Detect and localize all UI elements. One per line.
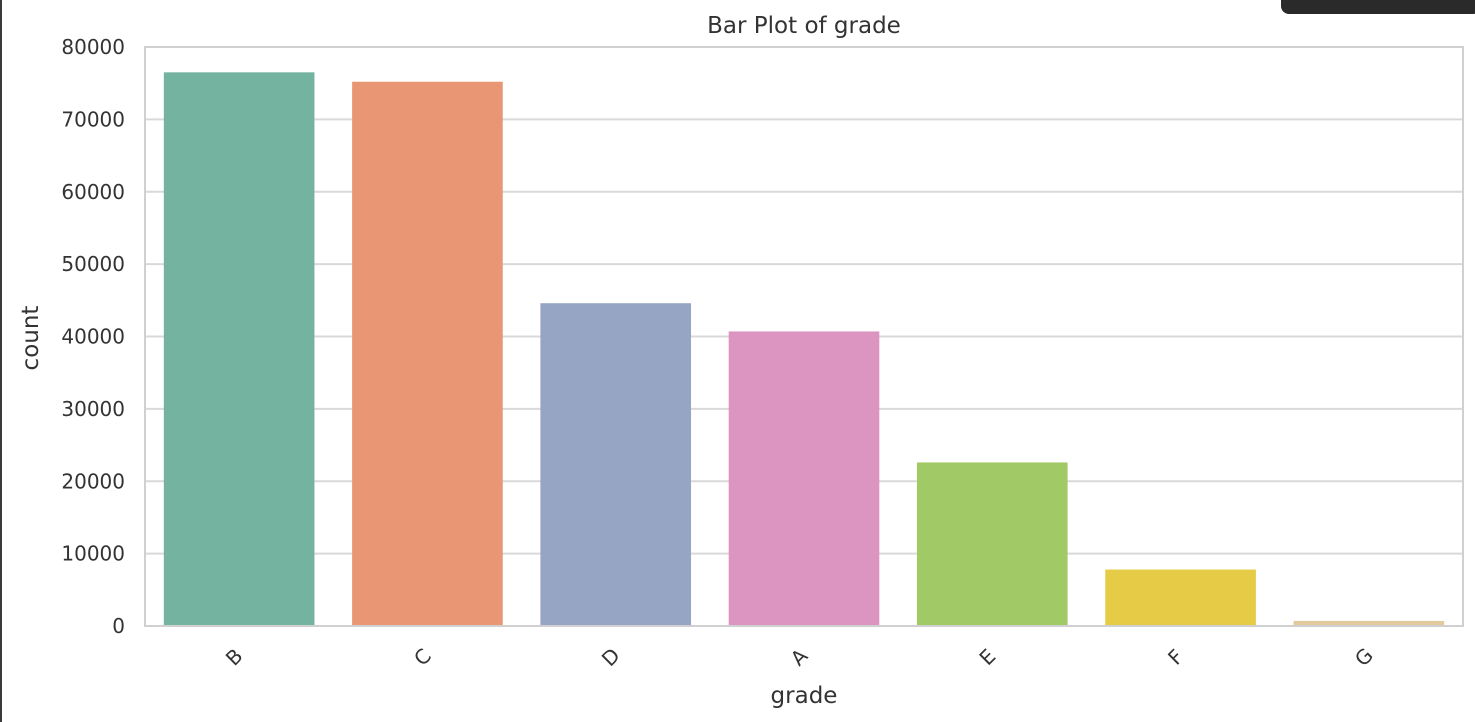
plot-frame — [144, 46, 1464, 627]
y-tick-labels: 0 10000 20000 30000 40000 50000 60000 70000 8000… — [61, 35, 125, 638]
x-tick-label-G: G — [1350, 643, 1378, 671]
x-tick-label-E: E — [974, 644, 1000, 670]
notebook-toolbar-tab[interactable] — [1281, 0, 1475, 14]
y-tick-label: 30000 — [61, 397, 125, 421]
y-tick-label: 70000 — [61, 107, 125, 131]
y-tick-label: 60000 — [61, 180, 125, 204]
x-tick-label-C: C — [409, 644, 436, 671]
bar-D — [540, 303, 692, 626]
bar-E — [916, 462, 1068, 626]
y-axis-title: count — [18, 306, 44, 371]
x-axis-title: grade — [771, 683, 838, 709]
chart-title: Bar Plot of grade — [707, 13, 901, 39]
y-tick-label: 50000 — [61, 252, 125, 276]
window-left-border — [0, 0, 2, 722]
bar-A — [728, 331, 880, 626]
x-tick-label-A: A — [786, 644, 813, 671]
y-tick-label: 40000 — [61, 325, 125, 349]
y-tick-label: 20000 — [61, 469, 125, 493]
y-tick-label: 10000 — [61, 542, 125, 566]
bars — [163, 72, 1445, 627]
y-tick-label: 0 — [112, 614, 125, 638]
y-tick-label: 80000 — [61, 35, 125, 59]
bar-F — [1105, 569, 1256, 626]
x-tick-label-B: B — [221, 644, 248, 671]
bar-B — [163, 72, 315, 627]
x-tick-label-D: D — [597, 643, 625, 671]
x-tick-label-F: F — [1163, 644, 1188, 669]
bar-C — [352, 81, 503, 627]
bar-G — [1293, 620, 1445, 626]
